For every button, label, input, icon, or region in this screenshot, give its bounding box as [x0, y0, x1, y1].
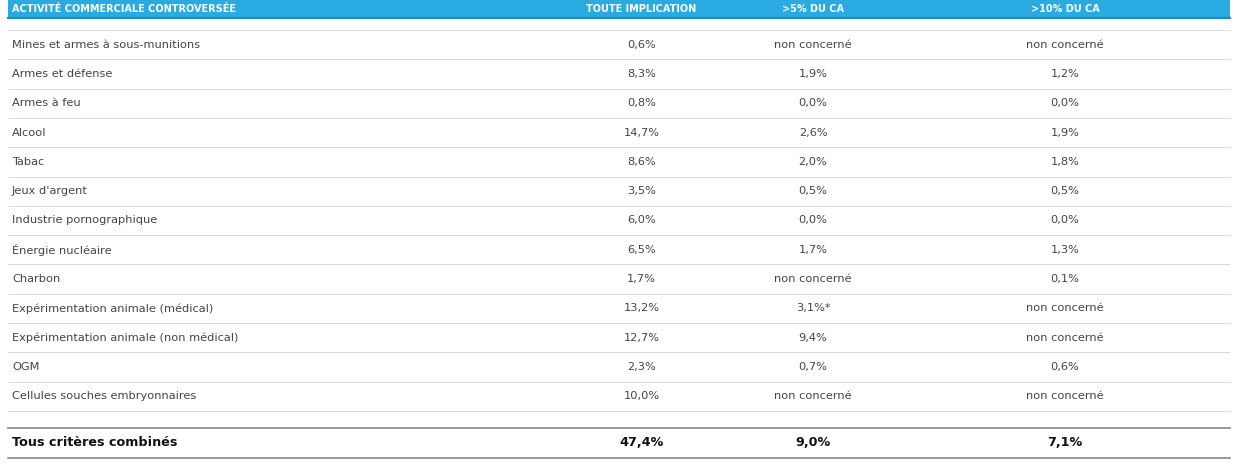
Text: 1,7%: 1,7%	[799, 245, 827, 255]
Text: 12,7%: 12,7%	[624, 333, 660, 343]
Text: 1,9%: 1,9%	[1051, 128, 1080, 137]
Text: 47,4%: 47,4%	[619, 437, 664, 450]
Text: 6,0%: 6,0%	[628, 215, 656, 226]
Text: non concerné: non concerné	[774, 274, 852, 284]
Text: Armes et défense: Armes et défense	[12, 69, 113, 79]
Text: 0,6%: 0,6%	[1051, 362, 1080, 372]
Text: Charbon: Charbon	[12, 274, 61, 284]
Text: 9,4%: 9,4%	[799, 333, 827, 343]
Text: 0,0%: 0,0%	[799, 215, 827, 226]
Text: Jeux d'argent: Jeux d'argent	[12, 186, 88, 196]
Text: 0,0%: 0,0%	[1051, 215, 1080, 226]
Text: Énergie nucléaire: Énergie nucléaire	[12, 244, 111, 256]
Text: 0,5%: 0,5%	[1051, 186, 1080, 196]
Text: 1,9%: 1,9%	[799, 69, 827, 79]
Text: Armes à feu: Armes à feu	[12, 98, 80, 108]
Text: 0,0%: 0,0%	[1051, 98, 1080, 108]
Text: 2,6%: 2,6%	[799, 128, 827, 137]
Text: Alcool: Alcool	[12, 128, 47, 137]
Text: non concerné: non concerné	[774, 391, 852, 401]
Text: 1,8%: 1,8%	[1051, 157, 1080, 167]
Text: 0,0%: 0,0%	[799, 98, 827, 108]
Text: 13,2%: 13,2%	[624, 303, 660, 314]
Text: 3,5%: 3,5%	[628, 186, 656, 196]
Text: 1,7%: 1,7%	[628, 274, 656, 284]
Text: >5% DU CA: >5% DU CA	[782, 4, 844, 14]
Text: Expérimentation animale (non médical): Expérimentation animale (non médical)	[12, 332, 239, 343]
Text: 0,7%: 0,7%	[799, 362, 827, 372]
Text: non concerné: non concerné	[1026, 391, 1104, 401]
Text: OGM: OGM	[12, 362, 40, 372]
Text: 0,1%: 0,1%	[1051, 274, 1080, 284]
Text: non concerné: non concerné	[1026, 333, 1104, 343]
Text: 1,3%: 1,3%	[1051, 245, 1080, 255]
Text: Mines et armes à sous-munitions: Mines et armes à sous-munitions	[12, 40, 201, 50]
Text: 8,3%: 8,3%	[628, 69, 656, 79]
Text: >10% DU CA: >10% DU CA	[1030, 4, 1099, 14]
Text: Expérimentation animale (médical): Expérimentation animale (médical)	[12, 303, 213, 314]
Text: Tabac: Tabac	[12, 157, 45, 167]
Text: 7,1%: 7,1%	[1047, 437, 1082, 450]
Text: 2,0%: 2,0%	[799, 157, 827, 167]
Text: non concerné: non concerné	[1026, 303, 1104, 314]
Bar	[7, 0, 1231, 18]
Text: 0,8%: 0,8%	[628, 98, 656, 108]
Text: ACTIVITÉ COMMERCIALE CONTROVERSÉE: ACTIVITÉ COMMERCIALE CONTROVERSÉE	[12, 4, 236, 14]
Text: Industrie pornographique: Industrie pornographique	[12, 215, 157, 226]
Text: 6,5%: 6,5%	[628, 245, 656, 255]
Text: 1,2%: 1,2%	[1051, 69, 1080, 79]
Text: 10,0%: 10,0%	[624, 391, 660, 401]
Text: 2,3%: 2,3%	[628, 362, 656, 372]
Text: 0,6%: 0,6%	[628, 40, 656, 50]
Text: non concerné: non concerné	[774, 40, 852, 50]
Text: Cellules souches embryonnaires: Cellules souches embryonnaires	[12, 391, 197, 401]
Text: non concerné: non concerné	[1026, 40, 1104, 50]
Text: TOUTE IMPLICATION: TOUTE IMPLICATION	[587, 4, 697, 14]
Text: 0,5%: 0,5%	[799, 186, 827, 196]
Text: 3,1%*: 3,1%*	[796, 303, 831, 314]
Text: 14,7%: 14,7%	[624, 128, 660, 137]
Text: 9,0%: 9,0%	[795, 437, 831, 450]
Text: Tous critères combinés: Tous critères combinés	[12, 437, 177, 450]
Text: 8,6%: 8,6%	[628, 157, 656, 167]
